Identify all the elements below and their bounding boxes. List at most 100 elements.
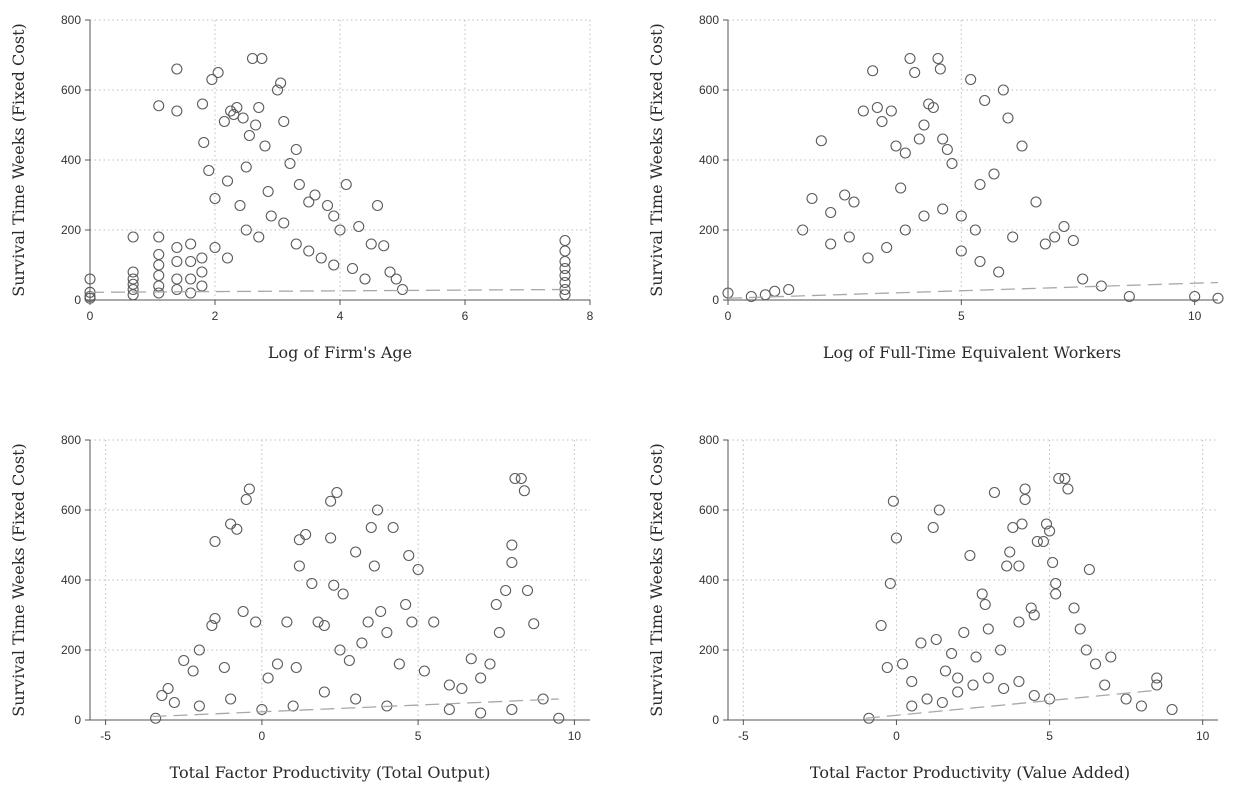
data-point — [1025, 602, 1037, 614]
data-point — [196, 266, 208, 278]
data-point — [759, 289, 771, 301]
data-point — [906, 700, 918, 712]
data-point — [915, 637, 927, 649]
data-point — [475, 672, 487, 684]
data-point — [250, 119, 262, 131]
data-point — [375, 605, 387, 618]
data-point — [1212, 292, 1224, 304]
x-axis-label: Log of Firm's Age — [268, 343, 412, 362]
y-tick-label: 0 — [74, 293, 81, 307]
data-point — [225, 105, 237, 117]
y-tick-label: 0 — [74, 713, 81, 727]
data-point — [930, 633, 942, 646]
fitted-trend-line — [152, 698, 559, 718]
data-point — [1166, 703, 1178, 716]
x-tick-label: 6 — [462, 309, 469, 323]
fitted-trend-line — [865, 689, 1157, 719]
data-point — [250, 616, 262, 628]
data-point — [340, 178, 352, 191]
data-point — [825, 206, 837, 219]
data-point — [185, 255, 197, 268]
data-point — [1059, 472, 1071, 485]
data-point — [500, 584, 512, 597]
data-point — [253, 101, 265, 114]
data-point — [1067, 234, 1079, 247]
data-point — [769, 285, 781, 297]
data-point — [970, 651, 982, 663]
data-point — [325, 532, 337, 544]
data-point — [185, 287, 197, 299]
data-point — [396, 283, 409, 296]
data-point — [334, 644, 346, 656]
data-point — [390, 273, 402, 285]
data-point — [559, 234, 571, 247]
data-point — [193, 644, 205, 656]
data-point — [988, 168, 1000, 180]
data-point — [334, 224, 346, 236]
data-point — [1058, 220, 1070, 233]
data-point — [918, 210, 930, 222]
data-point — [240, 161, 252, 173]
data-point — [1135, 700, 1147, 712]
data-point — [321, 199, 334, 212]
data-point — [862, 252, 874, 264]
data-point — [1077, 273, 1089, 285]
data-point — [1083, 563, 1095, 576]
x-axis-label: Total Factor Productivity (Value Added) — [810, 763, 1130, 782]
data-point — [939, 665, 951, 677]
scatter-points — [863, 472, 1178, 724]
data-point — [228, 108, 240, 121]
data-point — [998, 682, 1010, 695]
data-point — [982, 623, 994, 635]
data-point — [153, 100, 165, 112]
data-point — [221, 252, 234, 264]
data-point — [521, 584, 534, 597]
x-tick-label: 10 — [1196, 729, 1210, 743]
data-point — [1053, 472, 1065, 485]
data-point — [284, 157, 296, 170]
data-point — [1004, 546, 1016, 558]
data-point — [997, 84, 1009, 96]
data-point — [350, 693, 362, 705]
data-point — [359, 273, 371, 285]
data-point — [899, 147, 911, 159]
scatter-points — [150, 472, 565, 724]
data-point — [815, 135, 827, 147]
data-point — [171, 241, 183, 254]
data-point — [1013, 560, 1025, 572]
data-point — [281, 616, 293, 628]
data-point — [231, 101, 243, 114]
data-point — [1016, 140, 1028, 152]
data-point — [240, 224, 252, 236]
data-point — [171, 283, 183, 296]
x-tick-label: 5 — [1046, 729, 1053, 743]
data-point — [806, 192, 818, 205]
data-point — [843, 231, 855, 243]
y-tick-label: 600 — [61, 503, 81, 517]
data-point — [475, 707, 487, 719]
data-point — [559, 276, 571, 289]
data-point — [153, 280, 165, 292]
data-point — [995, 644, 1007, 656]
data-point — [246, 52, 259, 65]
data-point — [371, 504, 384, 516]
data-point — [343, 654, 355, 667]
data-point — [895, 182, 907, 194]
data-point — [937, 203, 949, 215]
x-tick-label: 10 — [1188, 309, 1202, 323]
data-point — [328, 259, 340, 271]
data-point — [1013, 616, 1025, 628]
x-tick-label: 10 — [568, 729, 582, 743]
data-point — [515, 472, 527, 485]
data-point — [1089, 658, 1102, 670]
data-point — [927, 101, 939, 114]
data-point — [528, 618, 540, 630]
data-point — [150, 712, 162, 724]
data-point — [346, 262, 359, 275]
data-point — [237, 605, 249, 618]
data-point — [1001, 560, 1013, 572]
data-point — [265, 210, 277, 222]
data-point — [443, 679, 455, 691]
data-point — [256, 52, 268, 65]
grid — [89, 19, 591, 301]
